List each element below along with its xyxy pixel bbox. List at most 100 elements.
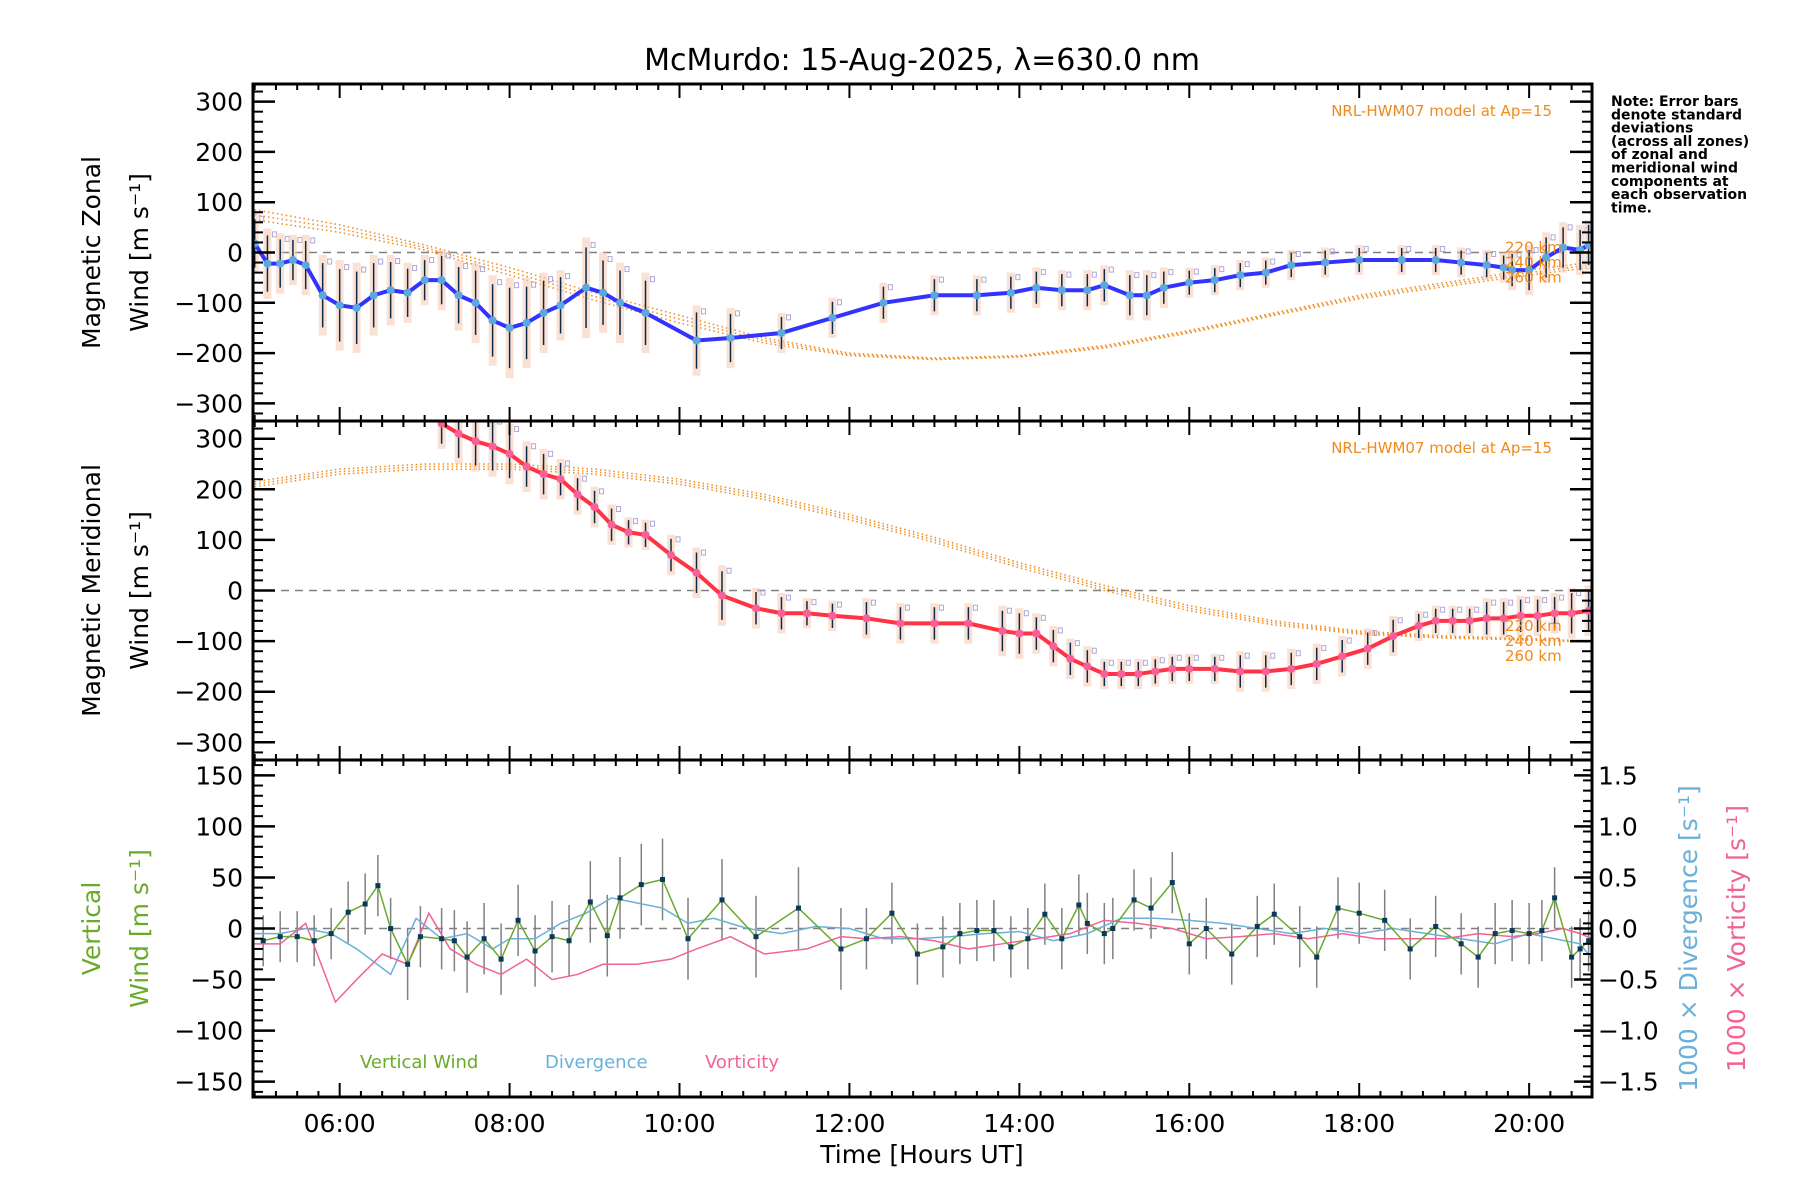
meridional-wind-point (641, 530, 650, 539)
vertical-wind-point (1586, 938, 1592, 944)
zone-marker (785, 314, 791, 321)
vertical-wind-point (1569, 954, 1575, 960)
meridional-wind-point (964, 619, 973, 628)
y-tick-label: 300 (195, 88, 243, 117)
y-tick-label: −200 (174, 678, 243, 707)
vertical-wind-point (863, 936, 869, 942)
zone-marker (836, 299, 842, 306)
zone-marker (1108, 266, 1114, 273)
legend: Vertical Wind Divergence Vorticity (360, 1052, 779, 1073)
zonal-wind-point (879, 298, 888, 307)
vertical-wind-point (451, 938, 457, 944)
meridional-wind-point (930, 619, 939, 628)
meridional-wind-point (1049, 642, 1058, 651)
meridional-wind-point (1414, 621, 1423, 630)
zone-marker (599, 488, 605, 495)
zone-marker (565, 460, 571, 467)
x-axis-label: Time [Hours UT] (819, 1140, 1023, 1169)
vertical-wind-point (889, 910, 895, 916)
meridional-wind-point (1287, 664, 1296, 673)
zone-marker (531, 281, 537, 288)
zone-marker (1397, 617, 1403, 624)
vertical-wind-point (549, 934, 555, 940)
zone-marker (412, 265, 418, 272)
vertical-wind-point (311, 938, 317, 944)
note-line: (across all zones) (1611, 134, 1749, 150)
x-tick-label: 16:00 (1153, 1109, 1225, 1138)
meridional-wind-point (1032, 629, 1041, 638)
vertical-wind-point (1042, 911, 1048, 917)
zone-marker (1516, 251, 1522, 258)
vertical-wind-point (1229, 951, 1235, 957)
zone-marker (481, 414, 485, 419)
vertical-wind-line (263, 878, 1590, 967)
vertical-wind-point (328, 931, 334, 937)
zonal-wind-point (488, 316, 497, 325)
zone-marker (1567, 224, 1573, 231)
meridional-wind-point (1567, 609, 1576, 618)
y2-tick-label: 1.0 (1598, 812, 1638, 841)
zonal-wind-point (1006, 288, 1015, 297)
meridional-wind-point (1066, 654, 1075, 663)
zone-marker (836, 601, 842, 608)
meridional-wind-point (1389, 632, 1398, 641)
y-label-line1: Magnetic Zonal (77, 156, 106, 349)
zonal-wind-point (692, 336, 701, 345)
vertical-wind-point (1008, 944, 1014, 950)
vertical-wind-point (1475, 954, 1481, 960)
meridional-wind-point (607, 520, 616, 529)
zone-marker (1219, 654, 1225, 661)
vorticity-line (254, 911, 1592, 1004)
y-tick-label: −150 (174, 1068, 243, 1097)
vertical-wind-point (587, 899, 593, 905)
vertical-wind-point (719, 897, 725, 903)
y-tick-label: −100 (174, 289, 243, 318)
note-line: of zonal and (1611, 147, 1708, 163)
y2-tick-label: 1.5 (1598, 761, 1638, 790)
vertical-wind-point (417, 934, 423, 940)
y-tick-label: −300 (174, 728, 243, 757)
zone-marker (1270, 652, 1276, 659)
zone-marker (811, 599, 817, 606)
vertical-wind-point (1458, 941, 1464, 947)
zone-marker (284, 235, 290, 242)
y-tick-label: 100 (195, 188, 243, 217)
vertical-wind-point (566, 938, 572, 944)
model-curve-240km (254, 465, 1589, 643)
zone-marker (446, 252, 452, 259)
zone-marker (938, 276, 944, 283)
note-line: denote standard (1611, 107, 1742, 123)
vertical-wind-point (439, 936, 445, 942)
zonal-wind-point (1142, 291, 1151, 300)
zonal-wind-point (276, 259, 285, 268)
divergence-line (254, 897, 1592, 976)
zone-marker (1057, 627, 1063, 634)
vertical-wind-point (1297, 934, 1303, 940)
zonal-wind-point (318, 291, 327, 300)
zone-marker (624, 266, 630, 273)
zone-marker (1244, 261, 1250, 268)
vertical-wind-point (362, 901, 368, 907)
y-tick-label: 300 (195, 425, 243, 454)
zone-marker (904, 604, 910, 611)
y-tick-label: −100 (174, 1017, 243, 1046)
zone-marker (1594, 222, 1598, 227)
zone-marker (607, 256, 613, 263)
zone-marker (548, 450, 554, 457)
zone-marker (734, 310, 740, 317)
meridional-wind-point (1117, 669, 1126, 678)
zone-marker (447, 401, 451, 406)
zone-marker (760, 589, 766, 596)
y2-tick-label: −0.5 (1598, 966, 1659, 995)
zone-marker (464, 406, 468, 411)
vertical-wind-point (1509, 928, 1515, 934)
zone-marker (1176, 654, 1182, 661)
vertical-wind-point (1335, 905, 1341, 911)
zone-marker (327, 258, 333, 265)
zonal-wind-point (1542, 253, 1551, 262)
meridional-wind-point (1499, 614, 1508, 623)
vertical-wind-point (753, 934, 759, 940)
zone-marker (590, 241, 596, 248)
vertical-wind-point (1203, 926, 1209, 931)
model-label: NRL-HWM07 model at Ap=15 (1331, 102, 1552, 120)
